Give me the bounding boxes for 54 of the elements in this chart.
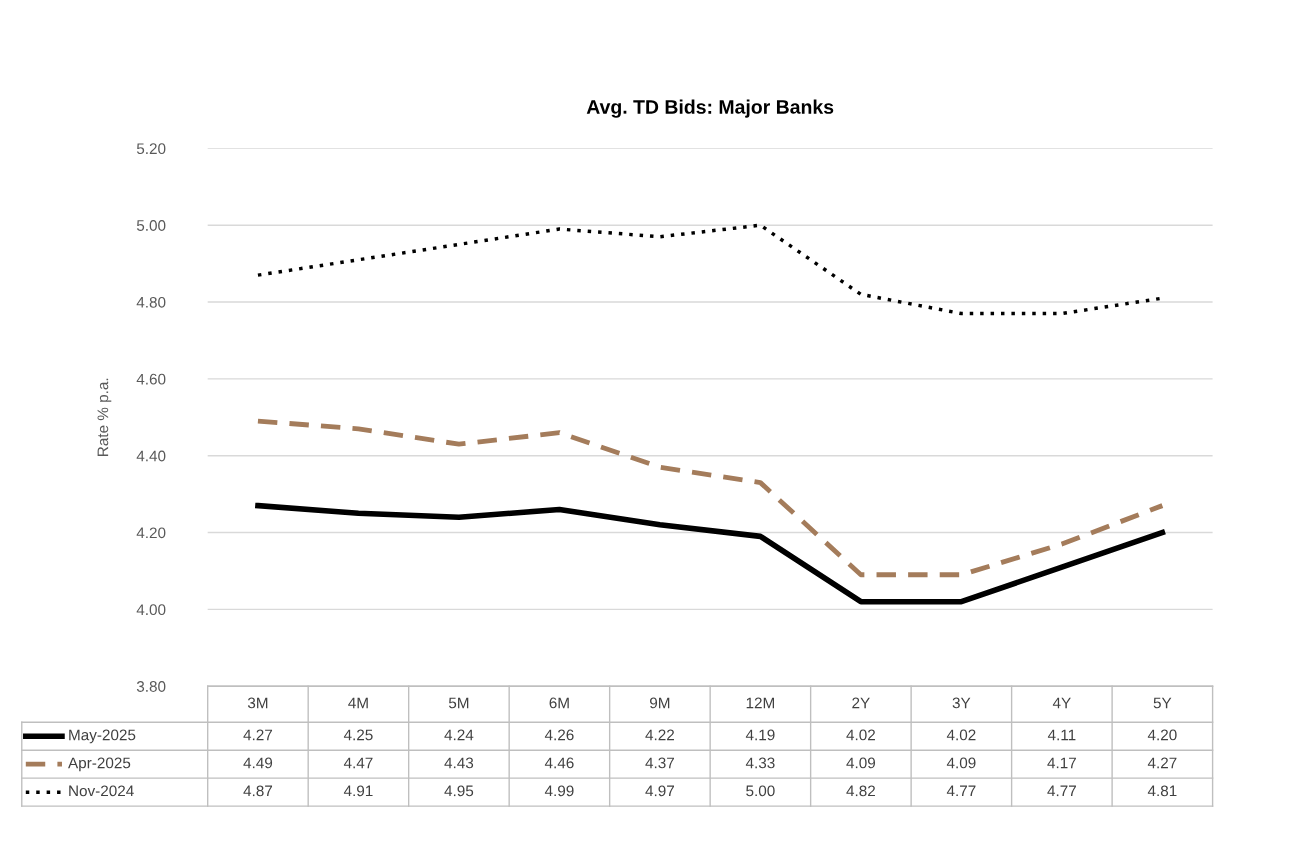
data-label: 4.81 bbox=[1147, 785, 1177, 797]
x-tick-label: 4Y bbox=[1052, 697, 1071, 709]
data-label: 4.91 bbox=[343, 785, 373, 797]
legend-label: Apr-2025 bbox=[68, 757, 131, 772]
data-label: 4.77 bbox=[1047, 785, 1076, 797]
data-label: 5.00 bbox=[746, 785, 775, 797]
y-axis-title: Rate % p.a. bbox=[97, 378, 112, 456]
data-label: 4.09 bbox=[846, 757, 876, 769]
data-label: 4.27 bbox=[1147, 757, 1177, 769]
data-label: 4.19 bbox=[745, 729, 775, 741]
data-label: 4.33 bbox=[745, 757, 775, 769]
data-label: 4.02 bbox=[946, 729, 976, 741]
data-label: 4.95 bbox=[444, 785, 474, 797]
x-tick-label: 9M bbox=[650, 697, 670, 709]
data-label: 4.11 bbox=[1047, 729, 1076, 741]
x-tick-label: 5Y bbox=[1153, 697, 1172, 709]
x-tick-label: 3M bbox=[247, 697, 268, 709]
data-label: 4.97 bbox=[645, 785, 674, 797]
data-label: 4.27 bbox=[243, 729, 273, 741]
data-label: 4.22 bbox=[645, 729, 674, 741]
data-label: 4.20 bbox=[1147, 729, 1177, 741]
data-label: 4.43 bbox=[444, 757, 474, 769]
y-tick-label: 4.60 bbox=[136, 373, 166, 385]
data-label: 4.99 bbox=[544, 785, 574, 797]
legend-label: Nov-2024 bbox=[69, 785, 134, 797]
data-label: 4.26 bbox=[544, 729, 574, 741]
data-label: 4.82 bbox=[846, 785, 875, 797]
data-label: 4.87 bbox=[243, 785, 273, 797]
data-label: 4.25 bbox=[343, 729, 373, 741]
y-tick-label: 4.20 bbox=[136, 527, 166, 539]
y-tick-label: 5.20 bbox=[136, 143, 166, 155]
data-label: 4.77 bbox=[946, 785, 976, 797]
data-label: 4.24 bbox=[444, 729, 474, 741]
y-tick-label: 4.40 bbox=[136, 450, 166, 462]
data-label: 4.09 bbox=[946, 757, 976, 769]
y-tick-label: 4.00 bbox=[136, 604, 166, 616]
data-label: 4.46 bbox=[544, 757, 574, 769]
y-tick-label: 4.80 bbox=[136, 296, 166, 308]
x-tick-label: 12M bbox=[746, 697, 774, 709]
data-label: 4.17 bbox=[1047, 757, 1076, 769]
y-tick-label: 3.80 bbox=[136, 681, 166, 692]
data-label: 4.49 bbox=[243, 757, 273, 769]
data-label: 4.02 bbox=[846, 729, 875, 741]
x-tick-label: 4M bbox=[348, 697, 368, 709]
data-label: 4.37 bbox=[645, 757, 674, 769]
y-tick-label: 5.00 bbox=[136, 220, 166, 231]
chart-title: Avg. TD Bids: Major Banks bbox=[586, 99, 834, 118]
data-label: 4.47 bbox=[343, 757, 373, 769]
legend-label: May-2025 bbox=[69, 729, 136, 744]
x-tick-label: 6M bbox=[549, 697, 569, 709]
x-tick-label: 3Y bbox=[952, 697, 971, 709]
x-tick-label: 2Y bbox=[852, 697, 870, 709]
line-series bbox=[255, 418, 1165, 578]
x-tick-label: 5M bbox=[448, 697, 469, 709]
